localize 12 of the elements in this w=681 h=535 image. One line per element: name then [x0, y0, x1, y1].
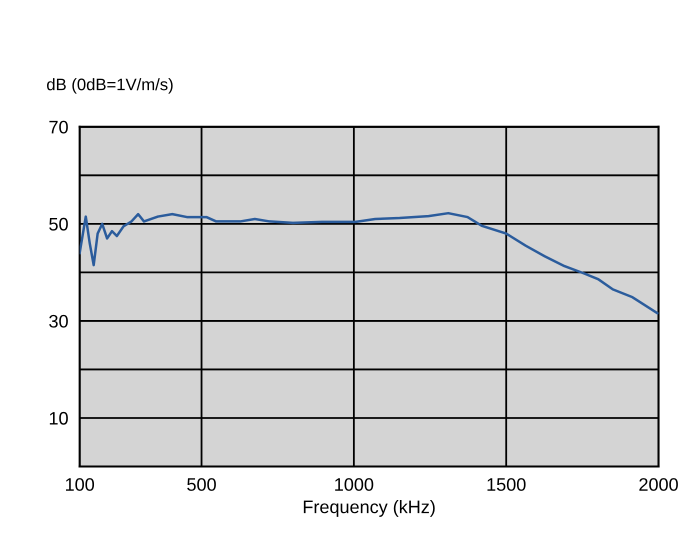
line-series — [80, 212, 659, 314]
x-axis-title: Frequency (kHz) — [304, 500, 435, 517]
x-tick-label: 1000 — [335, 478, 374, 491]
y-axis-title: dB (0dB=1V/m/s) — [47, 78, 173, 94]
y-tick-label: 30 — [49, 314, 68, 328]
y-tick-label: 70 — [49, 120, 68, 134]
x-tick-label: 500 — [187, 478, 216, 491]
x-tick-label: 2000 — [639, 478, 678, 491]
x-tick-label: 100 — [66, 478, 94, 491]
x-tick-label: 1500 — [487, 478, 526, 491]
y-tick-label: 50 — [49, 218, 68, 231]
y-tick-label: 10 — [50, 412, 68, 425]
